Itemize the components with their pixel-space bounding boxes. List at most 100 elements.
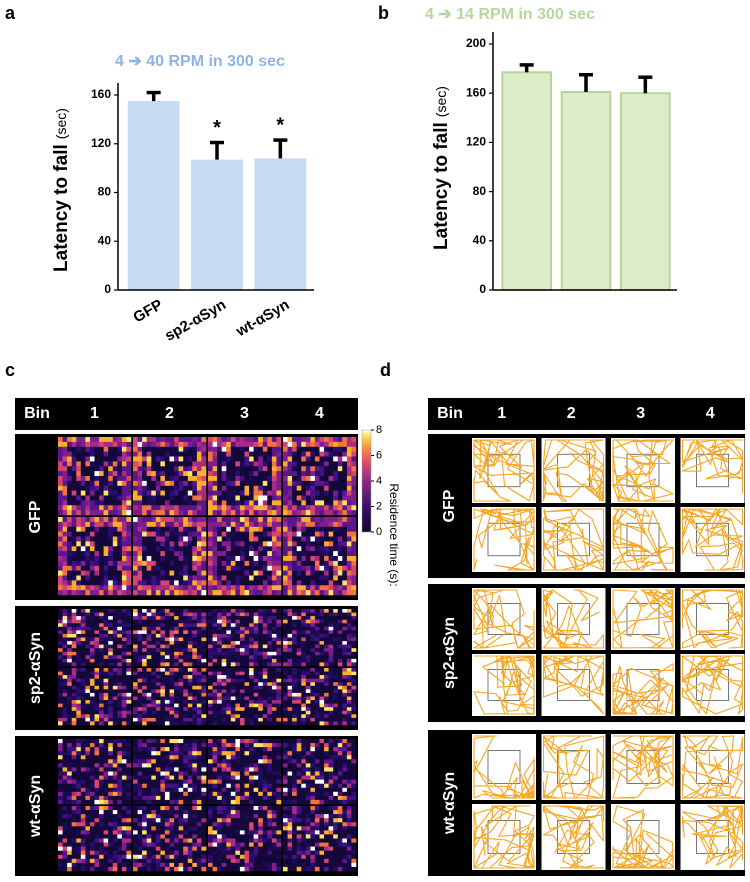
heatmap-pixel [62,510,68,516]
heatmap-pixel [192,471,198,477]
heatmap-pixel [174,675,179,679]
heatmap-pixel [262,490,268,496]
heatmap-pixel [235,696,241,701]
heatmap-pixel [253,682,259,687]
heatmap-pixel [178,461,184,467]
heatmap-pixel [103,580,109,586]
heatmap-pixel [337,637,343,642]
heatmap-pixel [217,668,222,672]
heatmap-pixel [99,739,104,744]
heatmap-pixel [276,717,282,722]
heatmap-pixel [146,546,152,552]
heatmap-pixel [183,767,189,772]
heatmap-pixel [137,556,143,562]
heatmap-pixel [103,466,109,472]
heatmap-pixel [267,526,273,532]
heatmap-pixel [117,685,123,690]
heatmap-pixel [183,441,189,448]
heatmap-pixel [142,751,147,756]
heatmap-pixel [230,771,236,776]
heatmap-pixel [296,495,302,501]
heatmap-pixel [94,771,100,776]
heatmap-pixel [253,612,259,617]
heatmap-pixel [230,446,236,452]
heatmap-pixel [271,767,277,772]
heatmap-pixel [117,700,123,704]
heatmap-pixel [346,721,352,726]
heatmap-pixel [174,641,179,645]
heatmap-pixel [80,671,86,676]
heatmap-pixel [99,536,104,542]
heatmap-pixel [262,612,268,617]
heatmap-pixel [283,658,288,663]
heatmap-pixel [305,451,311,457]
heatmap-pixel [262,580,268,586]
heatmap-pixel [121,526,127,532]
heatmap-pixel [192,763,198,768]
heatmap-pixel [155,682,161,687]
heatmap-pixel [235,551,241,557]
heatmap-pixel [271,446,277,452]
heatmap-pixel [217,633,222,638]
heatmap-pixel [201,739,207,744]
heatmap-pixel [230,721,236,726]
heatmap-pixel [328,456,334,462]
heatmap-pixel [262,783,268,789]
heatmap-pixel [258,575,264,581]
heatmap-pixel [58,476,63,482]
heatmap-pixel [183,717,189,722]
heatmap-pixel [187,500,193,506]
heatmap-pixel [71,485,77,491]
heatmap-pixel [337,689,343,694]
heatmap-pixel [271,671,277,676]
heatmap-pixel [253,747,259,752]
heatmap-pixel [85,451,91,457]
heatmap-pixel [85,633,91,638]
heatmap-pixel [142,710,147,715]
heatmap-pixel [67,641,72,645]
heatmap-pixel [142,471,147,477]
heatmap-pixel [146,696,152,701]
heatmap-pixel [62,556,68,562]
heatmap-pixel [133,500,138,506]
heatmap-pixel [217,696,222,701]
heatmap-pixel [169,637,175,642]
heatmap-pixel [217,775,222,780]
heatmap-pixel [337,510,343,516]
heatmap-pixel [155,648,161,653]
heatmap-pixel [253,668,259,672]
heatmap-pixel [133,668,138,672]
heatmap-pixel [169,446,175,452]
heatmap-pixel [337,585,343,591]
heatmap-pixel [217,787,222,793]
heatmap-pixel [314,456,320,462]
heatmap-pixel [249,526,254,532]
heatmap-pixel [262,623,268,628]
heatmap-pixel [174,505,179,511]
heatmap-pixel [342,551,348,557]
heatmap-pixel [310,689,316,694]
heatmap-pixel [258,565,264,571]
heatmap-pixel [58,717,63,722]
heatmap-pixel [346,575,352,581]
heatmap-pixel [183,648,189,653]
heatmap-pixel [160,763,166,768]
heatmap-pixel [58,707,63,712]
heatmap-pixel [160,644,166,649]
heatmap-pixel [292,446,297,452]
heatmap-pixel [80,783,86,789]
heatmap-pixel [89,648,95,653]
heatmap-pixel [283,510,288,516]
heatmap-pixel [103,692,109,697]
heatmap-pixel [76,500,82,506]
heatmap-pixel [146,682,152,687]
heatmap-pixel [192,517,198,523]
heatmap-pixel [192,451,198,457]
heatmap-pixel [117,755,123,760]
heatmap-pixel [151,714,157,719]
heatmap-pixel [226,717,232,722]
heatmap-pixel [112,791,118,797]
heatmap-pixel [301,658,307,663]
heatmap-pixel [276,637,282,642]
heatmap-pixel [324,480,329,487]
